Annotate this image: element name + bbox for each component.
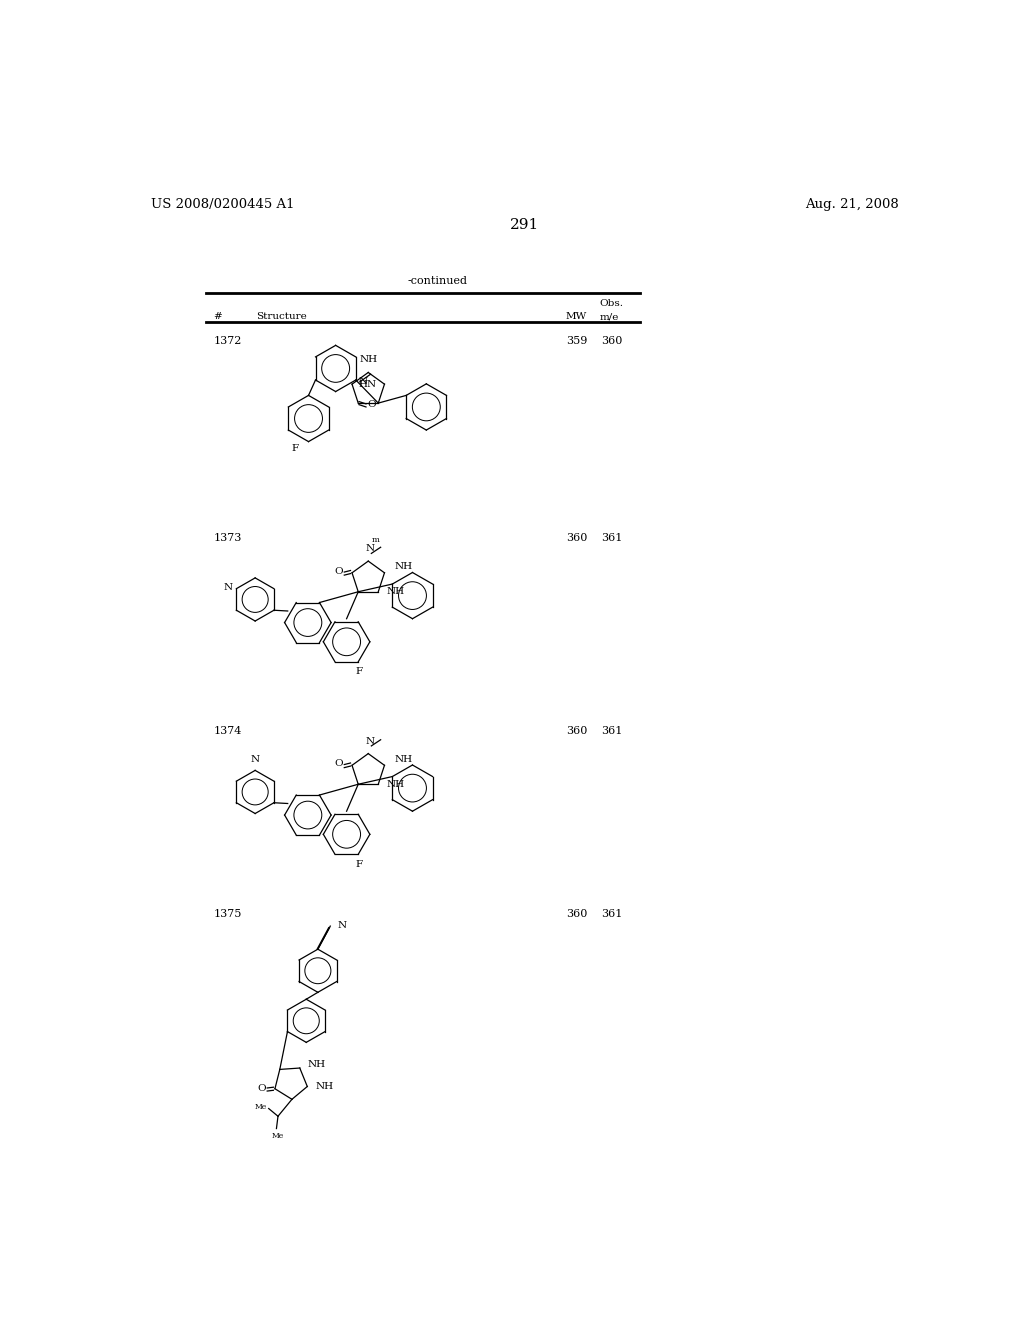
Text: NH: NH: [394, 755, 413, 764]
Text: N: N: [337, 921, 346, 929]
Text: 360: 360: [566, 533, 587, 544]
Text: O: O: [334, 759, 343, 768]
Text: 361: 361: [601, 909, 623, 919]
Text: 360: 360: [601, 335, 623, 346]
Text: -continued: -continued: [408, 276, 468, 286]
Text: N: N: [358, 378, 368, 387]
Text: m/e: m/e: [599, 313, 618, 321]
Text: O: O: [334, 566, 343, 576]
Text: NH: NH: [394, 562, 413, 572]
Text: Structure: Structure: [256, 313, 306, 321]
Text: N: N: [366, 737, 375, 746]
Text: N: N: [366, 544, 375, 553]
Text: Aug. 21, 2008: Aug. 21, 2008: [805, 198, 898, 211]
Text: m: m: [372, 536, 379, 544]
Text: US 2008/0200445 A1: US 2008/0200445 A1: [152, 198, 295, 211]
Text: 360: 360: [566, 726, 587, 735]
Text: N: N: [251, 755, 260, 764]
Text: NH: NH: [359, 355, 377, 364]
Text: Me: Me: [255, 1104, 267, 1111]
Text: N: N: [223, 582, 232, 591]
Text: #: #: [213, 313, 222, 321]
Text: 1373: 1373: [213, 533, 242, 544]
Text: 361: 361: [601, 533, 623, 544]
Text: HN: HN: [358, 380, 377, 388]
Text: 1372: 1372: [213, 335, 242, 346]
Text: F: F: [356, 667, 364, 676]
Text: NH: NH: [386, 780, 404, 789]
Text: O: O: [257, 1084, 265, 1093]
Text: MW: MW: [566, 313, 587, 321]
Text: Me: Me: [271, 1131, 284, 1139]
Text: NH: NH: [307, 1060, 326, 1069]
Text: NH: NH: [386, 587, 404, 597]
Text: NH: NH: [315, 1082, 333, 1092]
Text: Obs.: Obs.: [599, 298, 624, 308]
Text: 361: 361: [601, 726, 623, 735]
Text: 360: 360: [566, 909, 587, 919]
Text: F: F: [356, 859, 364, 869]
Text: O: O: [368, 400, 376, 409]
Text: 1375: 1375: [213, 909, 242, 919]
Text: 1374: 1374: [213, 726, 242, 735]
Text: 359: 359: [566, 335, 587, 346]
Text: F: F: [292, 444, 299, 453]
Text: 291: 291: [510, 218, 540, 232]
